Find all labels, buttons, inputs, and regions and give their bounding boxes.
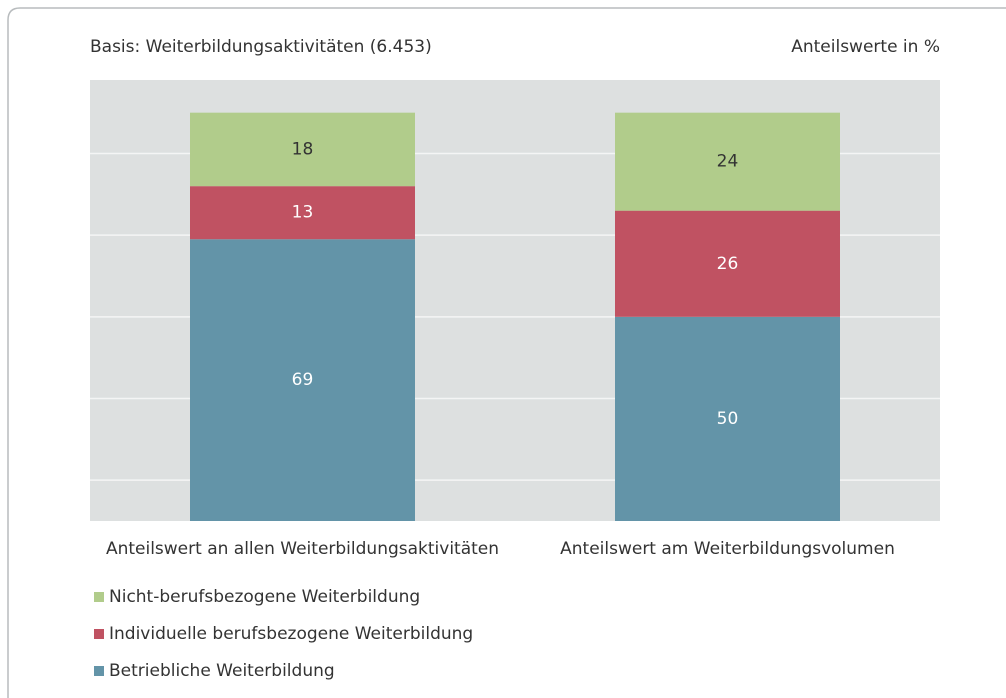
bar-segment xyxy=(615,316,840,521)
bar-segment xyxy=(615,112,840,211)
x-tick-label: Anteilswert an allen Weiterbildungsaktiv… xyxy=(106,539,499,559)
value-label: 69 xyxy=(292,370,314,390)
value-label: 18 xyxy=(292,139,314,159)
bar-segment xyxy=(615,210,840,317)
legend-label: Nicht-berufsbezogene Weiterbildung xyxy=(109,587,420,607)
bar-segment xyxy=(190,112,415,187)
x-tick-label: Anteilswert am Weiterbildungsvolumen xyxy=(560,539,895,559)
subtitle: Basis: Weiterbildungsaktivitäten (6.453) xyxy=(90,37,432,57)
legend-swatch xyxy=(94,666,104,676)
value-label: 24 xyxy=(717,152,739,172)
unit-note: Anteilswerte in % xyxy=(791,37,940,57)
card-border xyxy=(7,7,1006,698)
value-label: 13 xyxy=(292,203,314,223)
legend-label: Individuelle berufsbezogene Weiterbildun… xyxy=(109,624,473,644)
legend-label: Betriebliche Weiterbildung xyxy=(109,661,335,681)
value-label: 26 xyxy=(717,254,739,274)
legend-swatch xyxy=(94,629,104,639)
legend-swatch xyxy=(94,592,104,602)
bar-segment xyxy=(190,186,415,240)
value-label: 50 xyxy=(717,409,739,429)
bar-segment xyxy=(190,239,415,521)
